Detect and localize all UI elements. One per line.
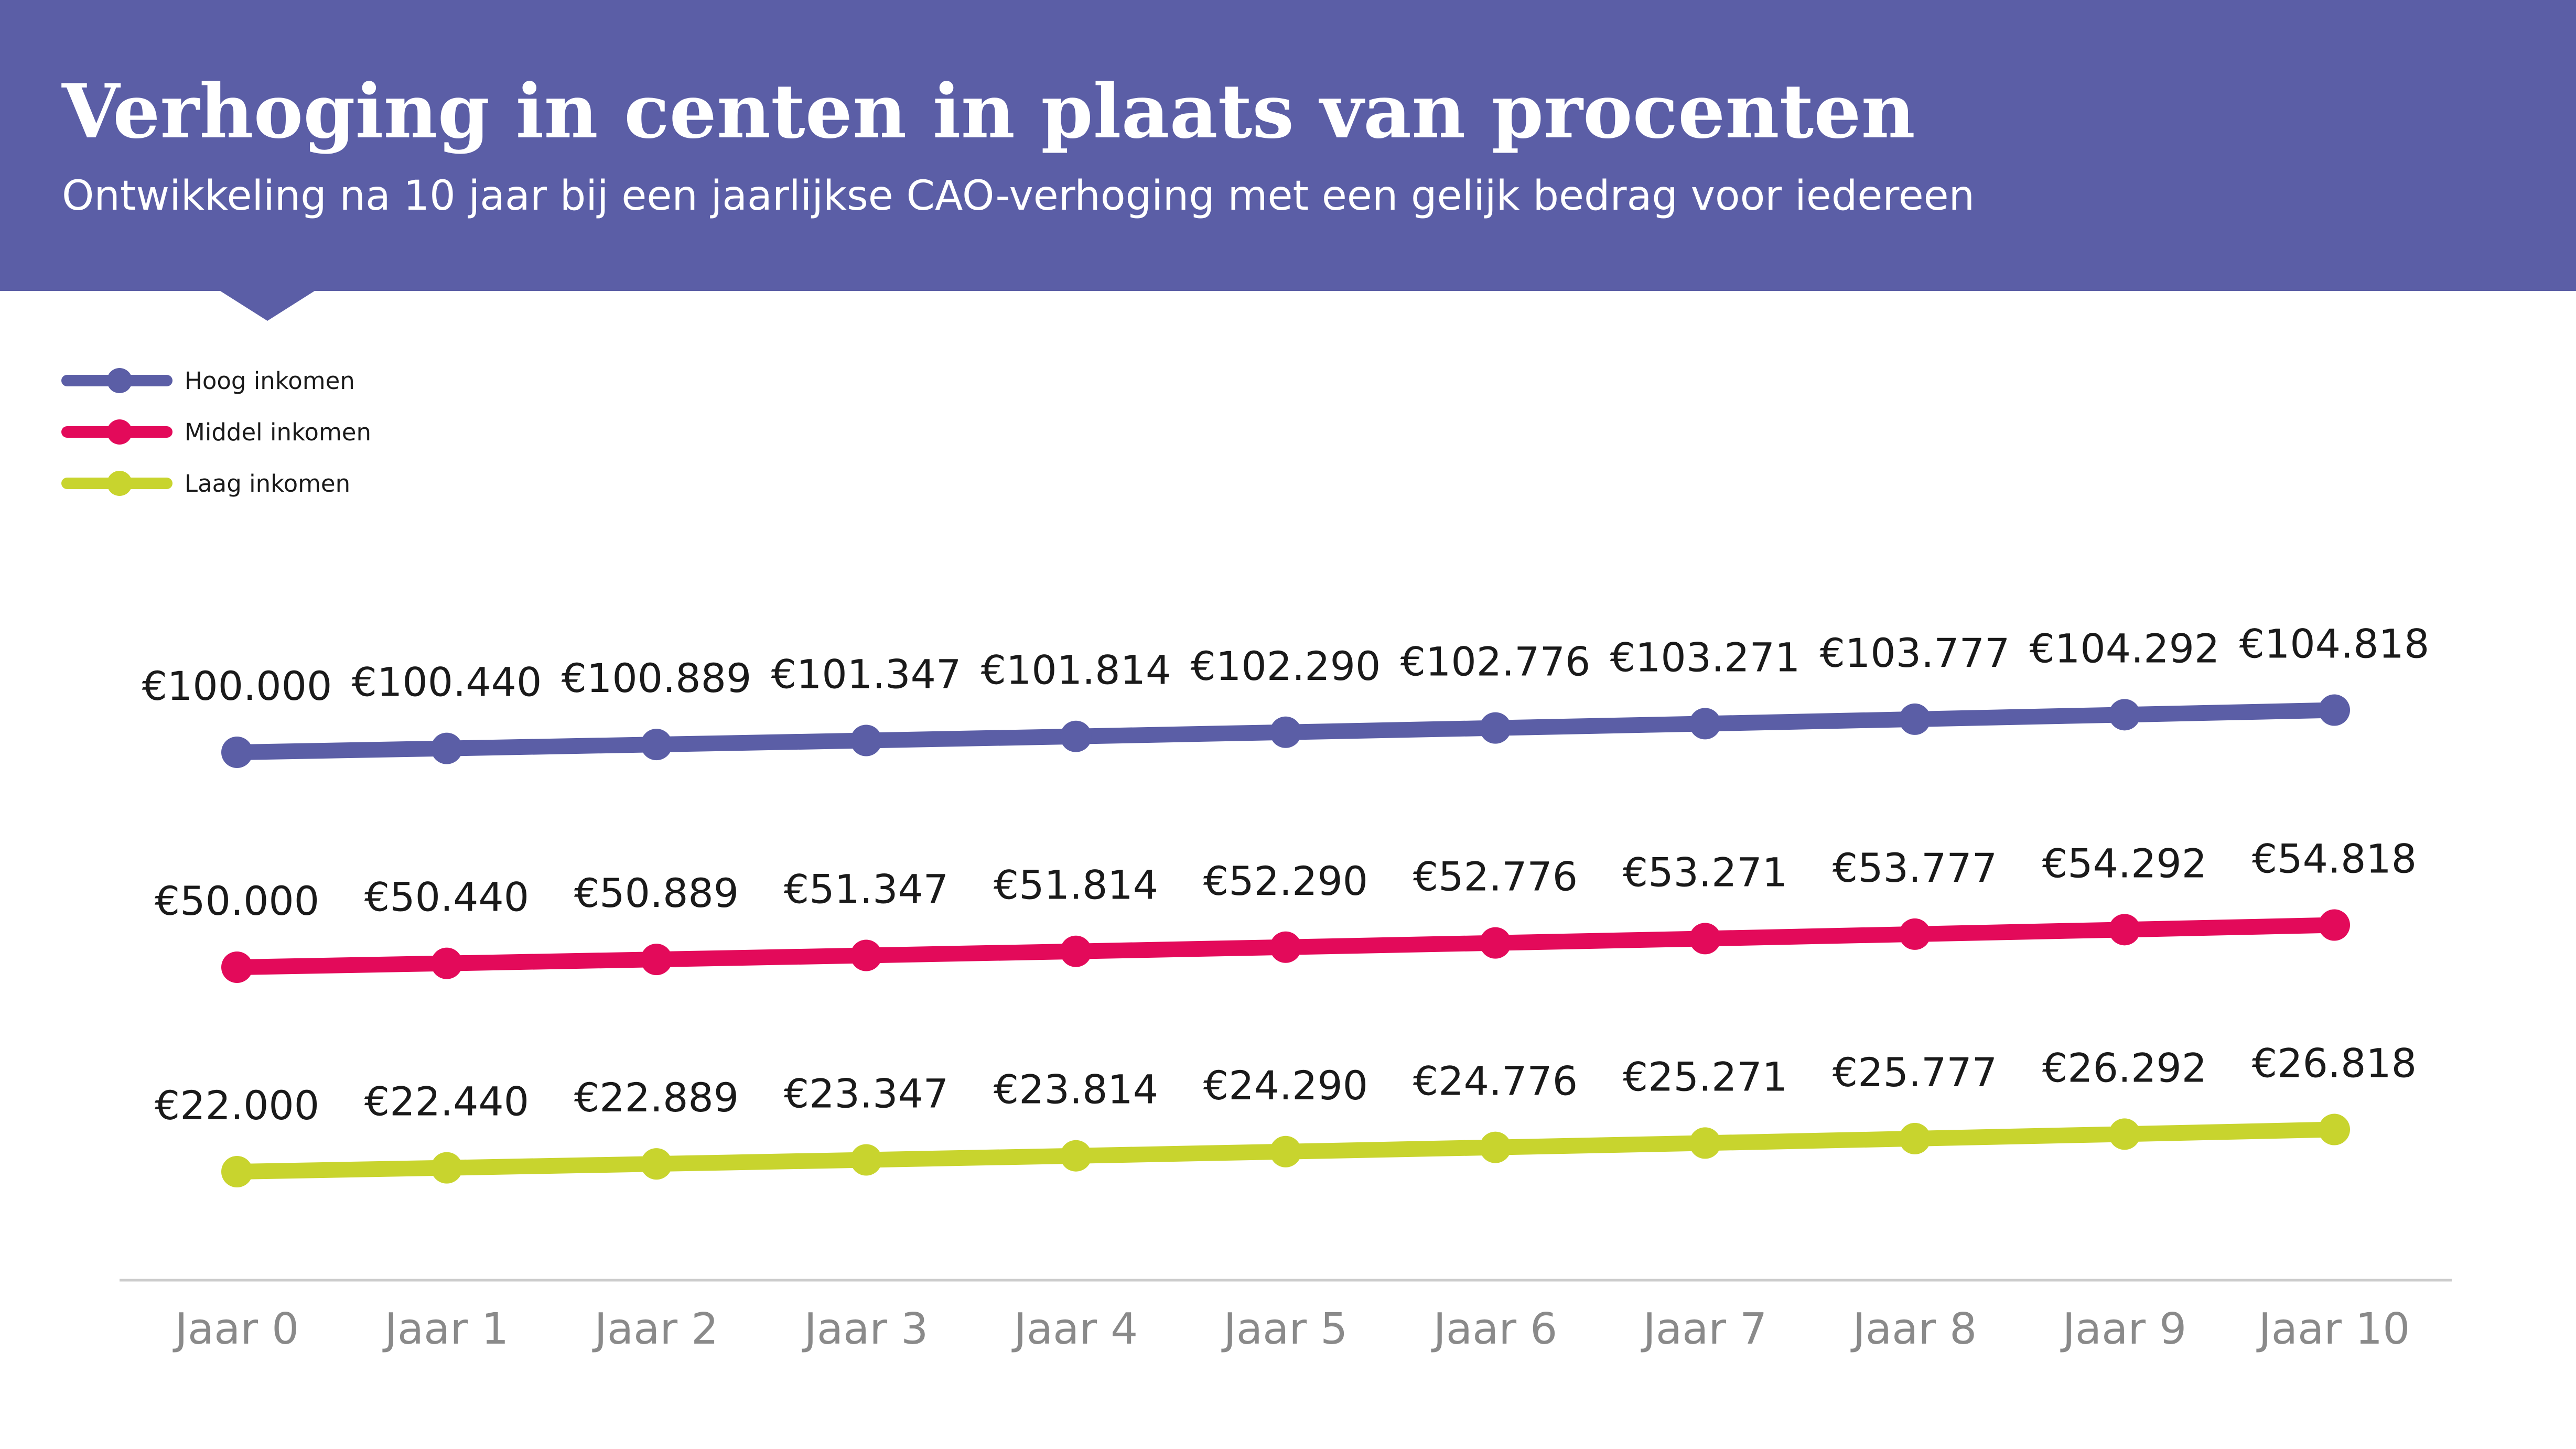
- data-point: [221, 1156, 253, 1187]
- data-point: [1270, 1136, 1301, 1167]
- data-label: €51.814: [994, 862, 1158, 909]
- x-tick-label: Jaar 6: [1431, 1304, 1558, 1354]
- data-point: [1899, 703, 1931, 735]
- data-point: [1689, 923, 1721, 955]
- legend-label: Hoog inkomen: [185, 367, 355, 395]
- data-label: €52.290: [1203, 858, 1368, 904]
- data-point: [1899, 918, 1931, 950]
- x-tick-label: Jaar 0: [173, 1304, 299, 1354]
- data-point: [850, 1144, 882, 1176]
- data-label: €23.347: [784, 1070, 949, 1117]
- legend: Hoog inkomen Middel inkomen Laag inkomen: [61, 367, 371, 498]
- data-point: [850, 724, 882, 756]
- legend-swatch-marker: [107, 368, 132, 393]
- data-label: €52.776: [1413, 853, 1578, 900]
- data-point: [2109, 1118, 2140, 1150]
- data-label: €102.290: [1191, 643, 1381, 689]
- data-point: [1270, 931, 1301, 963]
- x-tick-label: Jaar 3: [802, 1304, 929, 1354]
- data-label: €22.440: [364, 1078, 529, 1125]
- data-point: [1060, 935, 1092, 967]
- x-tick-label: Jaar 9: [2060, 1304, 2187, 1354]
- x-tick-label: Jaar 10: [2256, 1304, 2410, 1354]
- x-tick-label: Jaar 4: [1011, 1304, 1138, 1354]
- data-point: [1060, 1140, 1092, 1172]
- data-point: [2109, 914, 2140, 946]
- data-point: [1060, 720, 1092, 752]
- series-hoog: €100.000 €100.440 €100.889 €101.347 €101.814…: [142, 621, 2430, 768]
- data-label: €104.818: [2239, 621, 2430, 667]
- data-point: [2319, 694, 2350, 726]
- data-point: [1689, 708, 1721, 740]
- legend-label: Middel inkomen: [185, 418, 371, 446]
- data-label: €50.000: [155, 878, 319, 924]
- data-label: €26.292: [2042, 1044, 2207, 1091]
- x-tick-label: Jaar 1: [382, 1304, 509, 1354]
- data-label: €100.000: [142, 663, 332, 709]
- data-label: €100.889: [562, 655, 752, 701]
- data-point: [1480, 927, 1511, 959]
- data-point: [850, 939, 882, 971]
- data-point: [641, 944, 672, 976]
- data-point: [431, 947, 462, 979]
- x-tick-label: Jaar 2: [592, 1304, 719, 1354]
- data-point: [641, 1148, 672, 1180]
- data-point: [221, 737, 253, 768]
- data-label: €51.347: [784, 866, 949, 913]
- chart-title: Verhoging in centen in plaats van procen…: [61, 68, 1915, 155]
- header-banner: [0, 0, 2576, 321]
- data-label: €53.777: [1833, 845, 1997, 891]
- data-label: €23.814: [994, 1066, 1158, 1113]
- legend-swatch-marker: [107, 419, 132, 445]
- data-point: [1480, 1131, 1511, 1163]
- data-point: [431, 1152, 462, 1184]
- data-point: [2319, 1113, 2350, 1145]
- data-point: [2319, 909, 2350, 941]
- data-label: €100.440: [352, 659, 542, 706]
- data-label: €50.440: [364, 874, 529, 921]
- chart-subtitle: Ontwikkeling na 10 jaar bij een jaarlijk…: [62, 172, 1975, 220]
- data-point: [641, 729, 672, 761]
- data-point: [431, 732, 462, 764]
- x-tick-label: Jaar 7: [1641, 1304, 1767, 1354]
- data-point: [1899, 1122, 1931, 1154]
- data-label: €22.000: [155, 1082, 319, 1129]
- data-label: €54.292: [2042, 840, 2207, 886]
- data-label: €24.290: [1203, 1062, 1368, 1109]
- x-tick-label: Jaar 5: [1221, 1304, 1348, 1354]
- data-label: €25.777: [1833, 1049, 1997, 1096]
- x-axis-ticks: Jaar 0 Jaar 1 Jaar 2 Jaar 3 Jaar 4 Jaar 5 Jaar…: [173, 1304, 2410, 1354]
- data-label: €50.889: [574, 870, 739, 916]
- data-point: [1689, 1127, 1721, 1159]
- data-label: €104.292: [2030, 625, 2220, 672]
- data-label: €24.776: [1413, 1058, 1578, 1105]
- data-point: [221, 951, 253, 983]
- data-point: [1270, 716, 1301, 748]
- data-label: €22.889: [574, 1074, 739, 1121]
- data-point: [2109, 699, 2140, 731]
- data-label: €102.776: [1400, 639, 1591, 685]
- data-label: €53.271: [1623, 849, 1787, 895]
- legend-label: Laag inkomen: [185, 470, 350, 498]
- legend-swatch-marker: [107, 471, 132, 496]
- series-layer: €100.000 €100.440 €100.889 €101.347 €101.814…: [142, 621, 2430, 1187]
- data-label: €103.271: [1610, 634, 1801, 680]
- data-label: €101.347: [771, 651, 962, 698]
- data-label: €26.818: [2252, 1040, 2417, 1087]
- data-label: €25.271: [1623, 1053, 1787, 1100]
- series-laag: €22.000 €22.440 €22.889 €23.347 €23.814 €24.2…: [155, 1040, 2417, 1187]
- x-tick-label: Jaar 8: [1850, 1304, 1977, 1354]
- series-middel: €50.000 €50.440 €50.889 €51.347 €51.814 €52.2…: [155, 836, 2417, 983]
- data-label: €101.814: [981, 647, 1171, 694]
- data-label: €103.777: [1820, 630, 2010, 676]
- data-point: [1480, 712, 1511, 744]
- data-label: €54.818: [2252, 836, 2417, 882]
